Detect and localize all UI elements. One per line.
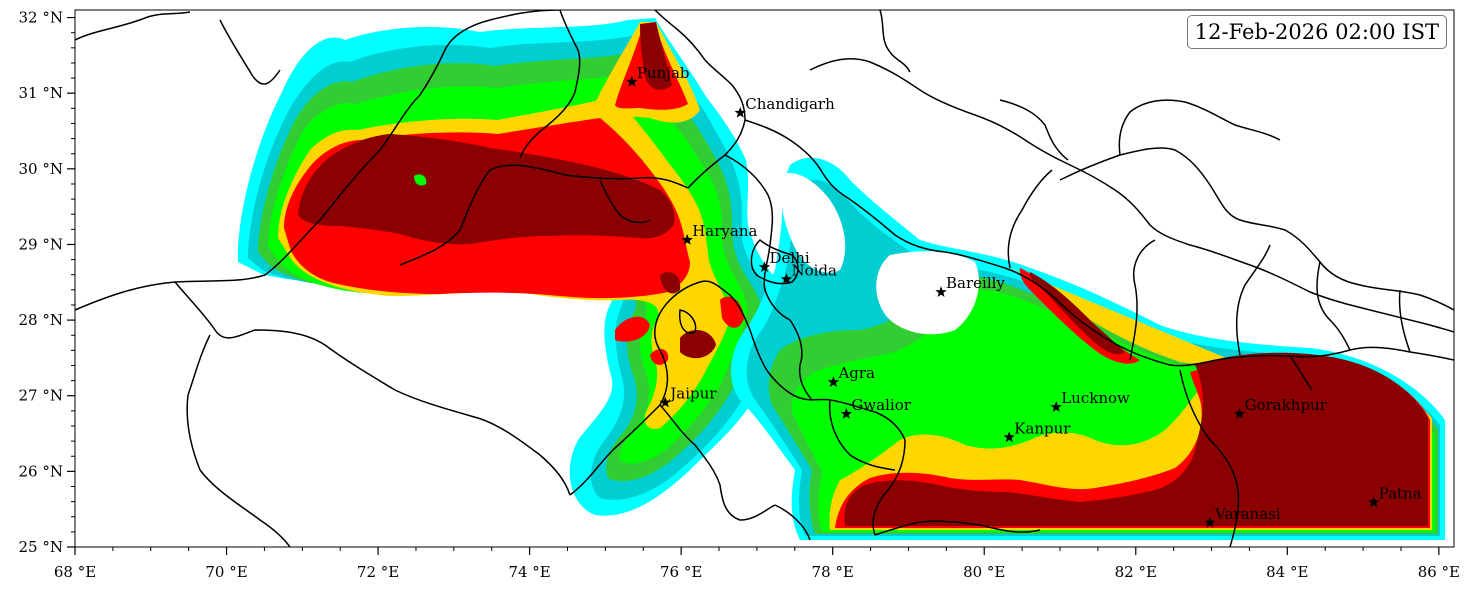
border-line [744, 119, 849, 199]
border-line [774, 504, 811, 541]
border-line [599, 179, 651, 224]
border-line [724, 154, 791, 321]
city-star-icon [827, 376, 840, 387]
border-line [879, 10, 911, 73]
fog-field-east [730, 157, 1445, 540]
fog-band-maroon [640, 22, 672, 90]
x-tick-label: 80 °E [963, 563, 1005, 581]
plot-frame [74, 9, 1455, 548]
x-tick-label: 76 °E [660, 563, 702, 581]
city-label: Kanpur [1014, 419, 1071, 437]
border-line [186, 334, 291, 547]
city-star-icon [935, 286, 947, 297]
y-tick-label: 29 °N [19, 235, 63, 253]
border-line [1179, 369, 1240, 547]
border-line [174, 281, 571, 496]
border-line [789, 319, 813, 401]
city-label: Punjab [637, 64, 690, 82]
x-tick-label: 74 °E [508, 563, 550, 581]
border-line [399, 164, 689, 266]
city-label: Varanasi [1214, 505, 1281, 523]
border-line [1059, 147, 1454, 311]
plot-area [75, 10, 1454, 547]
fog-cell [660, 272, 681, 294]
x-tick-label: 86 °E [1418, 563, 1460, 581]
border-line [1316, 261, 1351, 351]
city-star-icon [1050, 401, 1062, 412]
border-line [847, 197, 1454, 367]
fog-clear-patch [876, 251, 979, 335]
city-star-icon [681, 233, 693, 245]
border-line [519, 10, 581, 159]
border-line [874, 520, 1041, 536]
city-label: Agra [837, 364, 875, 382]
city-label: Gorakhpur [1245, 396, 1328, 414]
border-line [1129, 239, 1156, 361]
border-line [75, 10, 561, 311]
x-tick-label: 82 °E [1115, 563, 1157, 581]
city-star-icon [758, 261, 771, 272]
border-line [569, 280, 906, 536]
x-tick-label: 70 °E [205, 563, 247, 581]
border-line [828, 399, 896, 471]
city-star-icon [780, 273, 793, 285]
border-line [1007, 169, 1053, 269]
y-tick-label: 31 °N [19, 84, 63, 102]
fog-band-maroon [844, 272, 1428, 526]
x-tick-label: 72 °E [357, 563, 399, 581]
border-line [1235, 244, 1271, 356]
y-tick-label: 25 °N [19, 538, 63, 556]
y-tick-label: 26 °N [19, 462, 63, 480]
y-tick-label: 28 °N [19, 311, 63, 329]
city-label: Lucknow [1061, 389, 1130, 407]
border-line [219, 19, 281, 85]
border-line [809, 57, 1454, 333]
border-line [1398, 289, 1411, 353]
border-line [1289, 355, 1313, 391]
city-label: Delhi [770, 249, 810, 267]
city-label: Patna [1379, 484, 1422, 502]
city-label: Bareilly [946, 274, 1005, 292]
city-label: Chandigarh [745, 95, 835, 113]
city-star-icon [734, 106, 746, 118]
fog-cell [650, 348, 669, 365]
fog-cell [414, 174, 427, 186]
border-line [679, 309, 697, 334]
x-tick-label: 68 °E [54, 563, 96, 581]
x-tick-label: 84 °E [1266, 563, 1308, 581]
y-tick-label: 30 °N [19, 160, 63, 178]
fog-band-maroon [298, 134, 675, 245]
city-label: Gwalior [851, 396, 911, 414]
city-star-icon [840, 407, 852, 419]
border-line [75, 11, 191, 41]
border-line [1118, 99, 1281, 156]
y-tick-label: 32 °N [19, 9, 63, 27]
city-label: Haryana [692, 222, 757, 240]
fog-clear-patch [779, 172, 846, 273]
city-star-icon [1233, 407, 1246, 419]
fog-cell [680, 329, 716, 359]
y-tick-label: 27 °N [19, 387, 63, 405]
axis-ticks: 68 °E 70 °E 72 °E 74 °E 76 °E 78 °E 80 °E 82 °E… [19, 9, 1460, 581]
city-star-icon [1003, 431, 1015, 443]
fog-cell [615, 316, 650, 342]
city-label: Noida [791, 261, 837, 279]
border-line [659, 404, 776, 521]
city-star-icon [659, 396, 671, 408]
city-label: Jaipur [668, 385, 717, 403]
border-line [750, 239, 799, 285]
city-star-icon [626, 75, 638, 87]
political-boundaries [75, 10, 1454, 547]
timestamp-label: 12-Feb-2026 02:00 IST [1186, 15, 1447, 49]
city-star-icon [1368, 496, 1380, 508]
city-star-icon [1204, 516, 1216, 528]
x-tick-label: 78 °E [812, 563, 854, 581]
border-line [999, 99, 1069, 161]
